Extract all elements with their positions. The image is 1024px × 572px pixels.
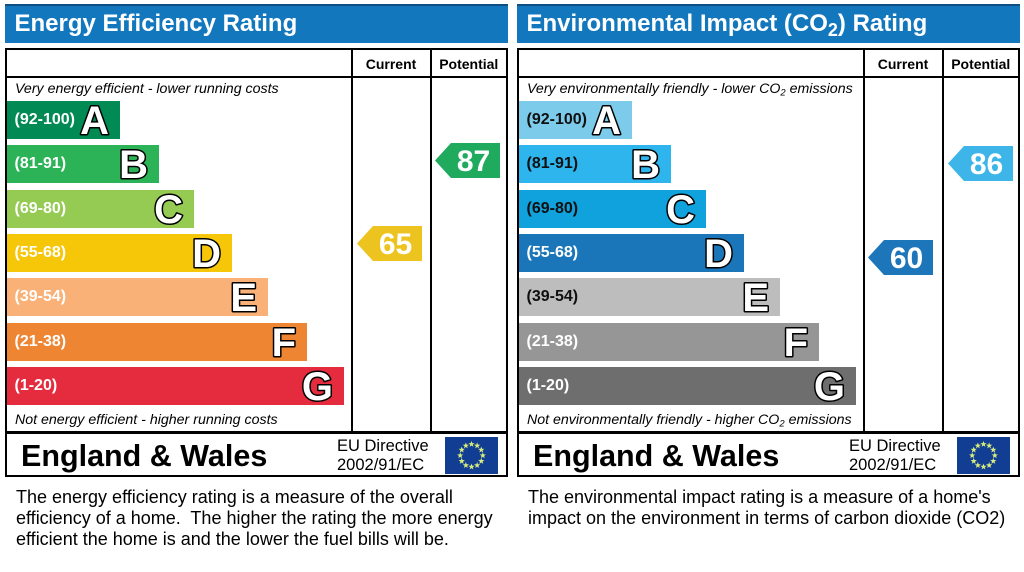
svg-text:G: G <box>814 365 845 409</box>
svg-text:60: 60 <box>890 242 923 275</box>
svg-text:F: F <box>272 321 296 365</box>
svg-text:65: 65 <box>379 228 412 261</box>
svg-text:B: B <box>119 143 148 187</box>
svg-text:C: C <box>154 188 183 232</box>
svg-text:E: E <box>742 276 769 320</box>
svg-text:87: 87 <box>457 145 490 178</box>
svg-text:D: D <box>192 232 221 276</box>
svg-text:C: C <box>666 188 695 232</box>
svg-text:B: B <box>631 143 660 187</box>
svg-text:G: G <box>302 365 333 409</box>
svg-text:86: 86 <box>970 148 1003 181</box>
svg-text:D: D <box>704 232 733 276</box>
svg-text:A: A <box>80 99 109 143</box>
svg-text:A: A <box>592 99 621 143</box>
svg-text:E: E <box>230 276 257 320</box>
svg-text:F: F <box>784 321 808 365</box>
